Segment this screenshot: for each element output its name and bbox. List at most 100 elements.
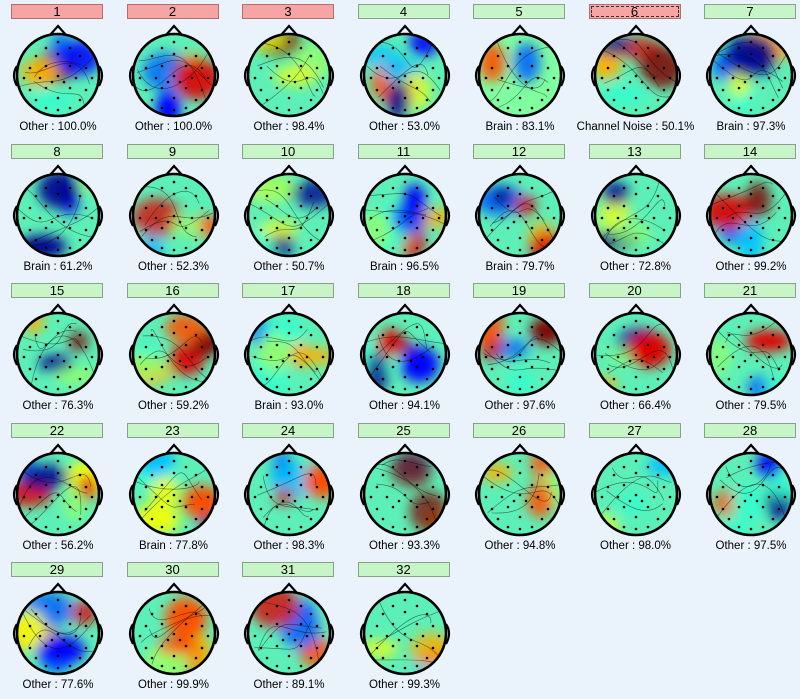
scalp-map-4[interactable]	[353, 20, 457, 122]
classification-label: Other : 72.8%	[600, 260, 671, 273]
component-button-22[interactable]: 22	[11, 422, 103, 438]
component-button-27[interactable]: 27	[588, 422, 681, 438]
component-cell: 24 Other : 98.3%	[237, 419, 341, 557]
component-button-15[interactable]: 15	[11, 283, 103, 298]
component-button-21[interactable]: 21	[704, 283, 796, 298]
component-cell: 31 Other : 89.1%	[237, 558, 341, 696]
scalp-map-10[interactable]	[237, 160, 341, 262]
component-cell: 18 Other : 94.1%	[353, 279, 457, 417]
component-button-12[interactable]: 12	[473, 143, 565, 159]
component-cell: 5 Brain : 83.1%	[468, 0, 572, 138]
component-cell: 16 Other : 59.2%	[122, 279, 226, 417]
component-cell: 22 Other : 56.2%	[6, 419, 110, 557]
scalp-map-7[interactable]	[699, 20, 800, 122]
classification-label: Brain : 77.8%	[138, 539, 209, 552]
component-button-5[interactable]: 5	[473, 4, 565, 19]
scalp-map-26[interactable]	[468, 439, 572, 541]
component-button-16[interactable]: 16	[126, 283, 219, 298]
component-button-25[interactable]: 25	[357, 422, 450, 438]
scalp-map-16[interactable]	[122, 299, 226, 401]
scalp-map-25[interactable]	[353, 439, 457, 541]
classification-label: Other : 100.0%	[134, 121, 213, 133]
component-cell: 25 Other : 93.3%	[353, 419, 457, 557]
scalp-map-12[interactable]	[468, 160, 572, 262]
classification-label: Brain : 83.1%	[485, 121, 555, 133]
scalp-map-19[interactable]	[468, 299, 572, 401]
component-cell: 19 Other : 97.6%	[468, 279, 572, 417]
classification-label: Other : 77.6%	[22, 679, 94, 691]
classification-label: Other : 59.2%	[138, 400, 209, 412]
scalp-map-13[interactable]	[584, 160, 688, 262]
scalp-map-2[interactable]	[122, 20, 226, 122]
component-button-9[interactable]: 9	[126, 143, 219, 159]
component-button-20[interactable]: 20	[588, 283, 681, 298]
scalp-map-28[interactable]	[699, 439, 800, 541]
component-button-32[interactable]: 32	[357, 562, 450, 577]
classification-label: Other : 94.8%	[484, 539, 556, 552]
scalp-map-14[interactable]	[699, 160, 800, 262]
classification-label: Brain : 97.3%	[716, 121, 786, 133]
scalp-map-31[interactable]	[237, 578, 341, 680]
component-button-23[interactable]: 23	[126, 422, 219, 438]
component-button-31[interactable]: 31	[242, 562, 334, 577]
scalp-map-18[interactable]	[353, 299, 457, 401]
scalp-map-30[interactable]	[122, 578, 226, 680]
scalp-map-9[interactable]	[122, 160, 226, 262]
component-button-18[interactable]: 18	[357, 283, 450, 298]
scalp-map-15[interactable]	[6, 299, 110, 401]
classification-label: Channel Noise : 50.1%	[576, 121, 695, 133]
classification-label: Brain : 96.5%	[369, 260, 440, 273]
component-button-19[interactable]: 19	[473, 283, 565, 298]
component-cell: 29 Other : 77.6%	[6, 558, 110, 696]
component-button-4[interactable]: 4	[357, 4, 450, 19]
component-button-2[interactable]: 2	[126, 4, 219, 19]
component-cell: 20 Other : 66.4%	[584, 279, 688, 417]
scalp-map-22[interactable]	[6, 439, 110, 541]
scalp-map-3[interactable]	[237, 20, 341, 122]
scalp-map-11[interactable]	[353, 160, 457, 262]
scalp-map-6[interactable]	[584, 20, 688, 122]
component-button-11[interactable]: 11	[357, 143, 450, 159]
scalp-map-1[interactable]	[6, 20, 110, 122]
scalp-map-23[interactable]	[122, 439, 226, 541]
classification-label: Other : 99.9%	[138, 679, 209, 691]
classification-label: Other : 98.3%	[253, 539, 325, 552]
component-button-8[interactable]: 8	[11, 143, 103, 159]
component-button-24[interactable]: 24	[242, 422, 334, 438]
component-cell: 28 Other : 97.5%	[699, 419, 800, 557]
scalp-map-8[interactable]	[6, 160, 110, 262]
scalp-map-24[interactable]	[237, 439, 341, 541]
component-button-1[interactable]: 1	[11, 4, 103, 19]
component-button-7[interactable]: 7	[704, 4, 796, 19]
component-cell: 10 Other : 50.7%	[237, 140, 341, 278]
component-button-14[interactable]: 14	[704, 143, 796, 159]
scalp-map-27[interactable]	[584, 439, 688, 541]
component-cell: 26 Other : 94.8%	[468, 419, 572, 557]
component-cell: 14 Other : 99.2%	[699, 140, 800, 278]
component-cell: 23 Brain : 77.8%	[122, 419, 226, 557]
classification-label: Other : 97.6%	[484, 400, 556, 412]
scalp-map-20[interactable]	[584, 299, 688, 401]
component-button-30[interactable]: 30	[126, 562, 219, 577]
component-cell: 7 Brain : 97.3%	[699, 0, 800, 138]
component-button-13[interactable]: 13	[588, 143, 681, 159]
scalp-map-21[interactable]	[699, 299, 800, 401]
component-cell: 32 Other : 99.3%	[353, 558, 457, 696]
scalp-map-5[interactable]	[468, 20, 572, 122]
component-button-28[interactable]: 28	[704, 422, 796, 438]
scalp-map-32[interactable]	[353, 578, 457, 680]
component-button-26[interactable]: 26	[473, 422, 565, 438]
component-cell: 13 Other : 72.8%	[584, 140, 688, 278]
component-cell: 1 Other : 100.0%	[6, 0, 110, 138]
classification-label: Other : 52.3%	[138, 260, 209, 273]
scalp-map-29[interactable]	[6, 578, 110, 680]
component-button-29[interactable]: 29	[11, 562, 103, 577]
component-button-17[interactable]: 17	[242, 283, 334, 298]
component-cell: 8 Brain : 61.2%	[6, 140, 110, 278]
scalp-map-17[interactable]	[237, 299, 341, 401]
component-button-3[interactable]: 3	[242, 4, 334, 19]
component-button-6[interactable]: 6	[588, 4, 681, 19]
classification-label: Other : 98.4%	[253, 121, 325, 133]
component-cell: 2 Other : 100.0%	[122, 0, 226, 138]
component-button-10[interactable]: 10	[242, 143, 334, 159]
